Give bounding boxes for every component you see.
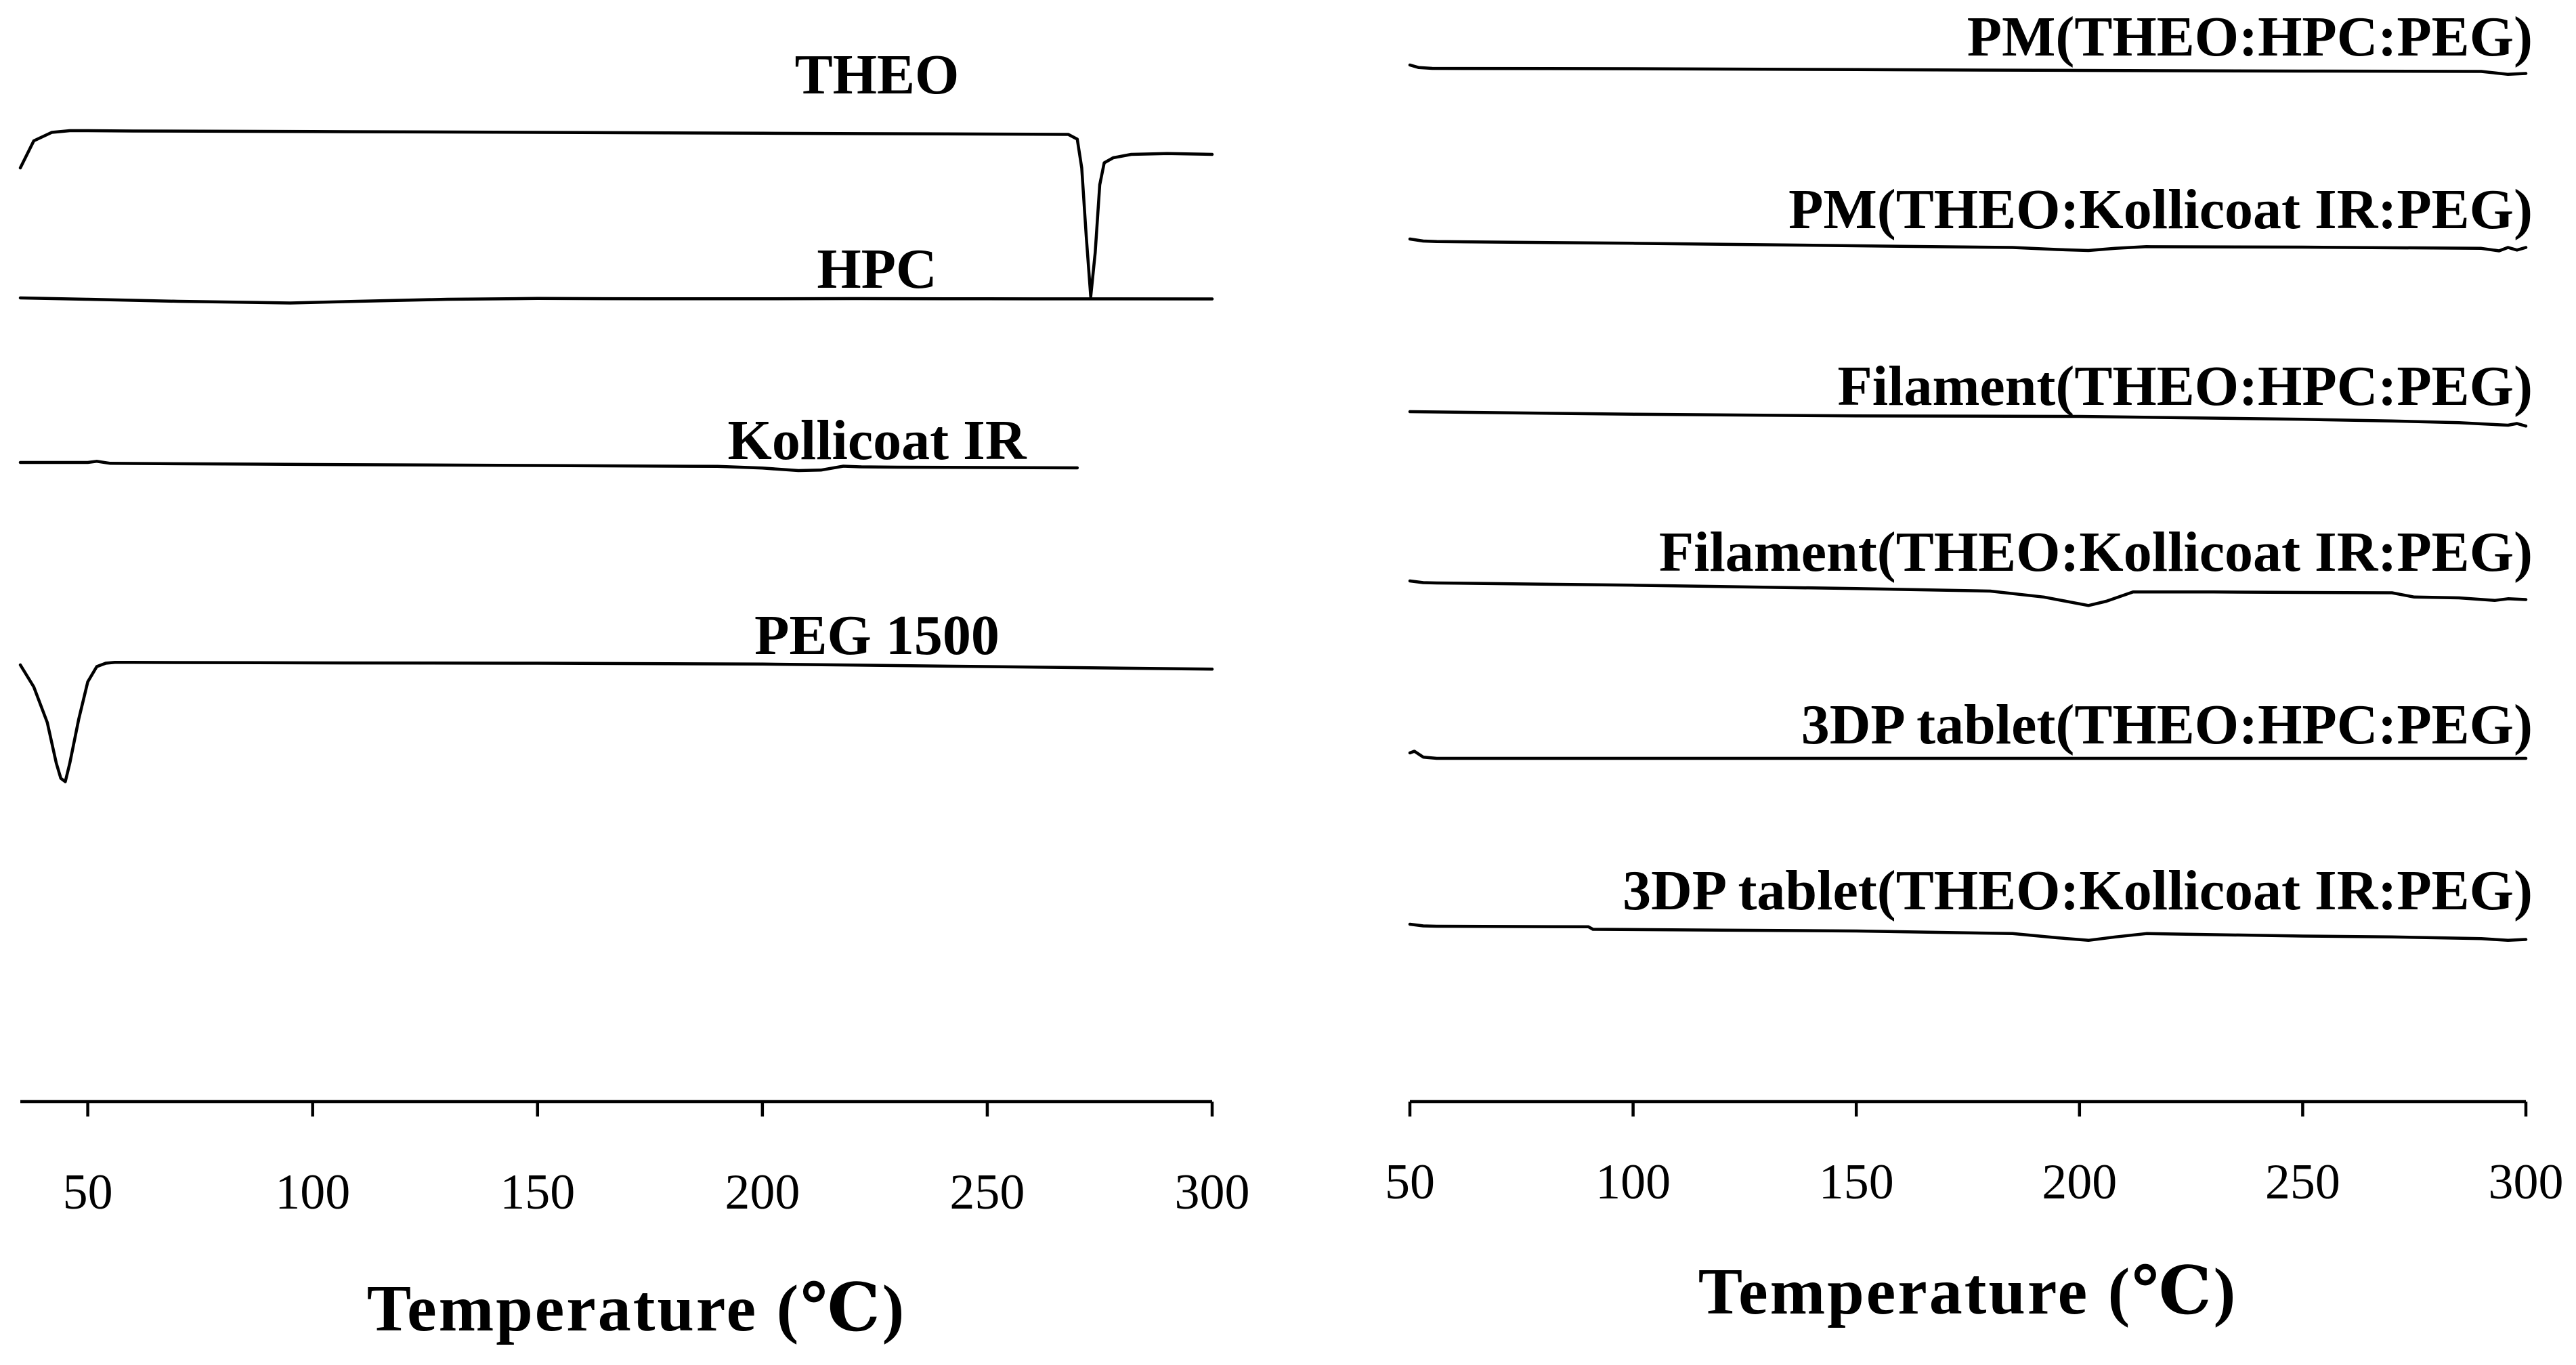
left-curves: [18, 129, 1214, 783]
curve-label-pm-theo-hpc-peg: PM(THEO:HPC:PEG): [1967, 5, 2533, 68]
curve-label-theo: THEO: [795, 43, 960, 106]
right-tick-label-50: 50: [1385, 1154, 1435, 1210]
left-tick-label-250: 250: [949, 1165, 1025, 1220]
curve-label-hpc: HPC: [817, 238, 937, 301]
right-tick-label-150: 150: [1819, 1154, 1894, 1210]
right-tick-label-300: 300: [2489, 1154, 2564, 1210]
right-curves: [1408, 63, 2528, 942]
left-tick-label-150: 150: [500, 1165, 575, 1220]
curve-filament-theo-kollicoat-ir-peg: [1408, 579, 2528, 607]
curve-theo: [18, 129, 1214, 299]
left-x-ticks: 50 100 150 200 250 300: [63, 1102, 1250, 1220]
curve-peg-1500: [18, 661, 1214, 783]
curve-label-3dp-tablet-theo-kollicoat-ir-peg: 3DP tablet(THEO:Kollicoat IR:PEG): [1623, 859, 2533, 922]
left-dsc-panel: THEO HPC Kollicoat IR PEG 1500 50 100 150 200 2…: [18, 43, 1250, 1345]
curve-label-3dp-tablet-theo-hpc-peg: 3DP tablet(THEO:HPC:PEG): [1801, 693, 2533, 756]
right-x-ticks: 50 100 150 200 250 300: [1385, 1102, 2564, 1210]
right-tick-label-250: 250: [2265, 1154, 2340, 1210]
left-curve-labels: THEO HPC Kollicoat IR PEG 1500: [728, 43, 1027, 667]
curve-label-kollicoat-ir: Kollicoat IR: [728, 409, 1027, 472]
curve-label-filament-theo-kollicoat-ir-peg: Filament(THEO:Kollicoat IR:PEG): [1659, 521, 2533, 584]
curve-3dp-tablet-theo-kollicoat-ir-peg: [1408, 922, 2528, 942]
curve-3dp-tablet-theo-hpc-peg: [1408, 750, 2528, 760]
curve-kollicoat-ir: [18, 460, 1079, 473]
right-dsc-panel: PM(THEO:HPC:PEG) PM(THEO:Kollicoat IR:PEG…: [1385, 5, 2564, 1328]
right-curve-labels: PM(THEO:HPC:PEG) PM(THEO:Kollicoat IR:PEG…: [1623, 5, 2533, 922]
curve-label-peg-1500: PEG 1500: [754, 604, 1000, 667]
right-tick-label-200: 200: [2042, 1154, 2117, 1210]
left-x-axis-title: Temperature (℃): [367, 1272, 907, 1345]
left-tick-label-200: 200: [725, 1165, 800, 1220]
left-tick-label-50: 50: [63, 1165, 113, 1220]
left-tick-label-300: 300: [1175, 1165, 1250, 1220]
curve-pm-theo-kollicoat-ir-peg: [1408, 237, 2528, 253]
left-tick-label-100: 100: [275, 1165, 350, 1220]
curve-hpc: [18, 296, 1214, 305]
curve-label-filament-theo-hpc-peg: Filament(THEO:HPC:PEG): [1837, 355, 2533, 418]
curve-pm-theo-hpc-peg: [1408, 63, 2528, 77]
curve-label-pm-theo-kollicoat-ir-peg: PM(THEO:Kollicoat IR:PEG): [1788, 178, 2533, 241]
curve-filament-theo-hpc-peg: [1408, 410, 2528, 428]
right-tick-label-100: 100: [1595, 1154, 1671, 1210]
right-x-axis-title: Temperature (℃): [1698, 1255, 2238, 1328]
